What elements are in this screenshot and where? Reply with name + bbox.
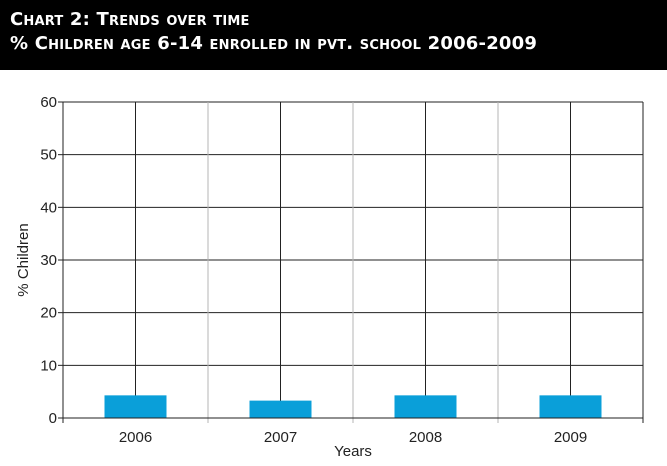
x-tick-label: 2006 xyxy=(119,429,152,446)
y-tick-label: 10 xyxy=(40,357,57,374)
x-tick-label: 2009 xyxy=(554,429,587,446)
chart-grid xyxy=(63,101,643,423)
bar-2008 xyxy=(394,395,457,418)
bar-2006 xyxy=(104,395,167,418)
y-tick-label: 50 xyxy=(40,147,57,164)
bar-chart: 0 10 20 30 40 50 60 2006 2007 2008 2009 % Children… xyxy=(15,94,644,460)
y-tick-label: 30 xyxy=(40,252,57,269)
y-tick-label: 60 xyxy=(40,94,57,111)
chart-title: Chart 2: Trends over time xyxy=(10,9,250,30)
y-tick-label: 0 xyxy=(49,410,57,427)
x-axis-label: Years xyxy=(334,443,372,460)
bar-2007 xyxy=(249,400,312,418)
y-axis-label: % Children xyxy=(15,223,32,296)
x-tick-label: 2008 xyxy=(409,429,442,446)
bar-2009 xyxy=(539,395,602,418)
y-tick-label: 40 xyxy=(40,199,57,216)
chart-header: Chart 2: Trends over time % Children age… xyxy=(0,0,667,70)
chart-subtitle: % Children age 6-14 enrolled in pvt. sch… xyxy=(10,33,538,54)
chart-labels: 0 10 20 30 40 50 60 2006 2007 2008 2009 xyxy=(40,94,587,446)
y-tick-label: 20 xyxy=(40,305,57,322)
chart-axes xyxy=(58,101,644,423)
x-tick-label: 2007 xyxy=(264,429,297,446)
chart-bars xyxy=(104,395,602,418)
